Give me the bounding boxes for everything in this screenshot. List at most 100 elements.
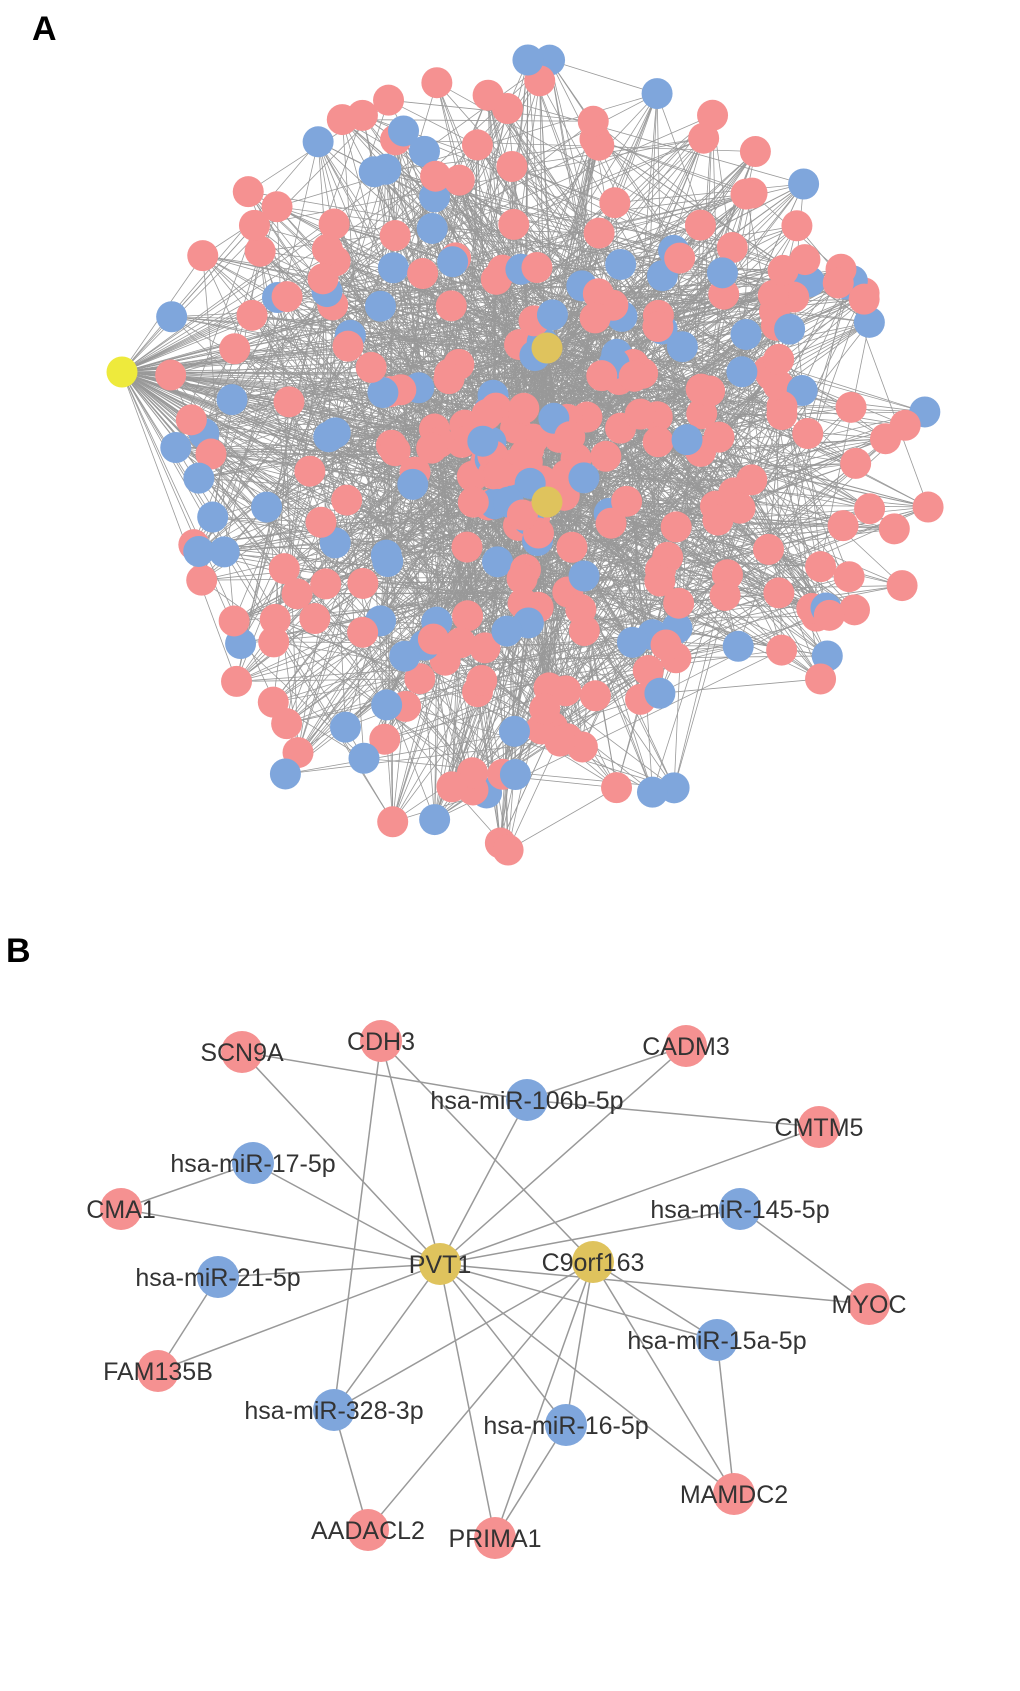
edge [120, 1162, 254, 1210]
edge [549, 59, 658, 94]
edge [175, 447, 365, 759]
mrna-node [100, 1188, 142, 1230]
mrna-node [508, 392, 540, 424]
edge [121, 371, 241, 644]
edge [487, 95, 661, 694]
edge [716, 1339, 735, 1495]
edge [121, 137, 704, 373]
mrna-node [644, 565, 676, 597]
edge [266, 455, 493, 508]
mrna-node [318, 208, 350, 240]
edge [275, 618, 405, 657]
mrna-node [281, 578, 313, 610]
mrna-node [436, 771, 468, 803]
mrna-node [763, 343, 795, 375]
mrna-node [506, 563, 538, 595]
edge [439, 1126, 820, 1265]
mrna-node [377, 806, 409, 838]
network-a [106, 44, 944, 866]
mrna-node [833, 561, 865, 593]
edge [217, 1263, 441, 1278]
mirna-node [183, 535, 215, 567]
mrna-node [232, 176, 264, 208]
mrna-node [766, 634, 798, 666]
lncrna-node [531, 332, 563, 364]
edge [507, 787, 617, 851]
mrna-node [474, 1517, 516, 1559]
edge [448, 137, 704, 379]
mrna-node [259, 603, 291, 635]
mirna-node [377, 252, 409, 284]
mrna-node [827, 510, 859, 542]
edge [252, 1162, 441, 1265]
edge [541, 151, 756, 343]
mrna-node [307, 263, 339, 295]
edge [494, 1424, 567, 1539]
edge [223, 551, 394, 822]
mirna-node [216, 384, 248, 416]
mirna-node [696, 1319, 738, 1361]
mrna-node [258, 626, 290, 658]
panel-label-b: B [6, 932, 31, 970]
edge [121, 175, 436, 373]
edge [121, 298, 865, 373]
node-label: hsa-miR-145-5p [650, 1196, 829, 1224]
edge [656, 93, 723, 273]
mrna-node [642, 426, 674, 458]
mrna-node [642, 311, 674, 343]
edge [778, 359, 886, 440]
mrna-node [652, 541, 684, 573]
mirna-node [197, 501, 229, 533]
mrna-node [886, 570, 918, 602]
edge [513, 193, 747, 225]
mrna-node [781, 210, 813, 242]
mrna-node [218, 605, 250, 637]
edge [333, 1261, 594, 1411]
mrna-node [586, 360, 618, 392]
edge [626, 424, 906, 502]
mirna-node [605, 248, 637, 280]
edge [439, 1263, 496, 1539]
edge [380, 501, 474, 622]
mrna-node [650, 629, 682, 661]
edge [380, 1040, 594, 1263]
mrna-node [261, 191, 293, 223]
mirna-node [251, 491, 283, 523]
edge [527, 59, 548, 349]
mrna-node [369, 723, 401, 755]
edge [276, 206, 847, 285]
edge [367, 1261, 594, 1531]
mrna-node [618, 360, 650, 392]
edge [175, 447, 583, 748]
edge [477, 144, 659, 443]
mirna-node [616, 626, 648, 658]
edge [592, 120, 784, 271]
edge [662, 275, 743, 373]
mrna-node [506, 499, 538, 531]
edge [380, 620, 542, 730]
mirna-node [774, 313, 806, 345]
mrna-node [716, 232, 748, 264]
mirna-node [853, 306, 885, 338]
edge [335, 532, 539, 544]
mirna-node [726, 356, 758, 388]
mrna-node [420, 160, 452, 192]
mrna-node [694, 375, 726, 407]
edge [157, 1263, 441, 1372]
node-label: hsa-miR-15a-5p [627, 1327, 806, 1355]
edge [274, 401, 290, 620]
mrna-node [583, 129, 615, 161]
mrna-node [373, 84, 405, 116]
mirna-node [397, 468, 429, 500]
mirna-node [348, 742, 380, 774]
edge [388, 99, 774, 296]
mrna-node [271, 281, 303, 313]
mrna-node [310, 568, 342, 600]
mrna-node [660, 511, 692, 543]
mrna-node [326, 104, 358, 136]
node-label: hsa-miR-17-5p [170, 1150, 335, 1178]
node-label: hsa-miR-328-3p [244, 1397, 423, 1425]
mrna-node [433, 363, 465, 395]
edge [251, 314, 635, 377]
mrna-node [137, 1350, 179, 1392]
